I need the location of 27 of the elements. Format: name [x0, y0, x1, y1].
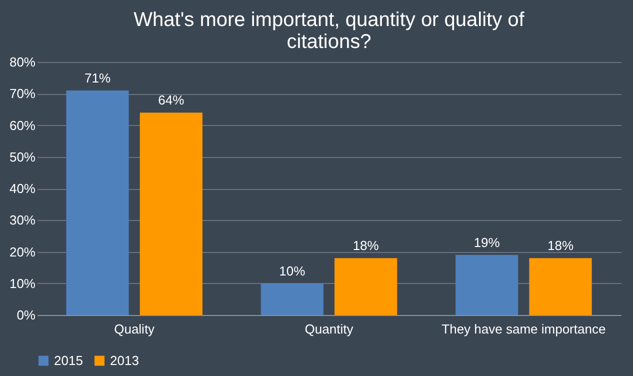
- data-label: 18%: [547, 238, 574, 254]
- bar: [456, 254, 518, 315]
- y-tick-label: 70%: [9, 86, 36, 102]
- y-tick-label: 0%: [16, 308, 36, 322]
- x-tick-label: They have same importance: [442, 322, 606, 336]
- bar: [260, 283, 324, 315]
- x-tick-label: Quality: [114, 322, 156, 336]
- data-label: 64%: [158, 92, 185, 108]
- y-tick-label: 80%: [9, 54, 36, 70]
- legend-label: 2013: [110, 352, 139, 368]
- y-tick-label: 50%: [9, 149, 36, 164]
- bar: [529, 258, 592, 315]
- legend-label: 2015: [54, 352, 83, 368]
- data-label: 10%: [279, 263, 306, 278]
- y-tick-label: 20%: [9, 244, 36, 260]
- y-tick-label: 10%: [9, 276, 36, 291]
- x-tick-label: Quantity: [304, 322, 354, 336]
- bar: [334, 258, 398, 315]
- data-label: 19%: [474, 234, 500, 250]
- bar: [66, 90, 129, 315]
- bar: [140, 112, 202, 315]
- data-label: 18%: [352, 238, 380, 254]
- y-tick-label: 60%: [9, 118, 36, 133]
- y-tick-label: 40%: [9, 181, 36, 196]
- chart-title: What's more important, quantity or quality of citations?: [134, 9, 525, 53]
- y-tick-label: 30%: [9, 212, 36, 228]
- data-label: 71%: [84, 70, 111, 86]
